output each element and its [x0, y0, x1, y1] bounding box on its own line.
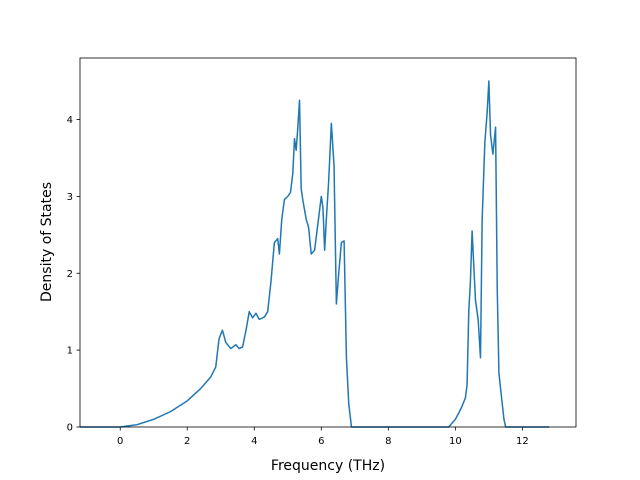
x-tick-label: 6	[318, 436, 324, 447]
dos-series-line	[80, 80, 550, 428]
x-tick-label: 8	[385, 436, 391, 447]
y-tick-label: 1	[67, 346, 73, 357]
x-tick-label: 10	[449, 436, 462, 447]
x-tick-label: 4	[251, 436, 257, 447]
y-axis-ticks: 0 1 2 3 4	[67, 115, 80, 434]
y-tick-label: 2	[67, 269, 73, 280]
y-tick-label: 4	[67, 115, 73, 126]
x-axis-label: Frequency (THz)	[271, 458, 385, 474]
x-tick-label: 0	[117, 436, 123, 447]
plot-frame	[79, 57, 577, 428]
y-tick-label: 0	[67, 423, 73, 434]
x-tick-label: 12	[516, 436, 529, 447]
y-tick-label: 3	[67, 192, 73, 203]
y-axis-label: Density of States	[39, 182, 55, 302]
x-tick-label: 2	[184, 436, 190, 447]
